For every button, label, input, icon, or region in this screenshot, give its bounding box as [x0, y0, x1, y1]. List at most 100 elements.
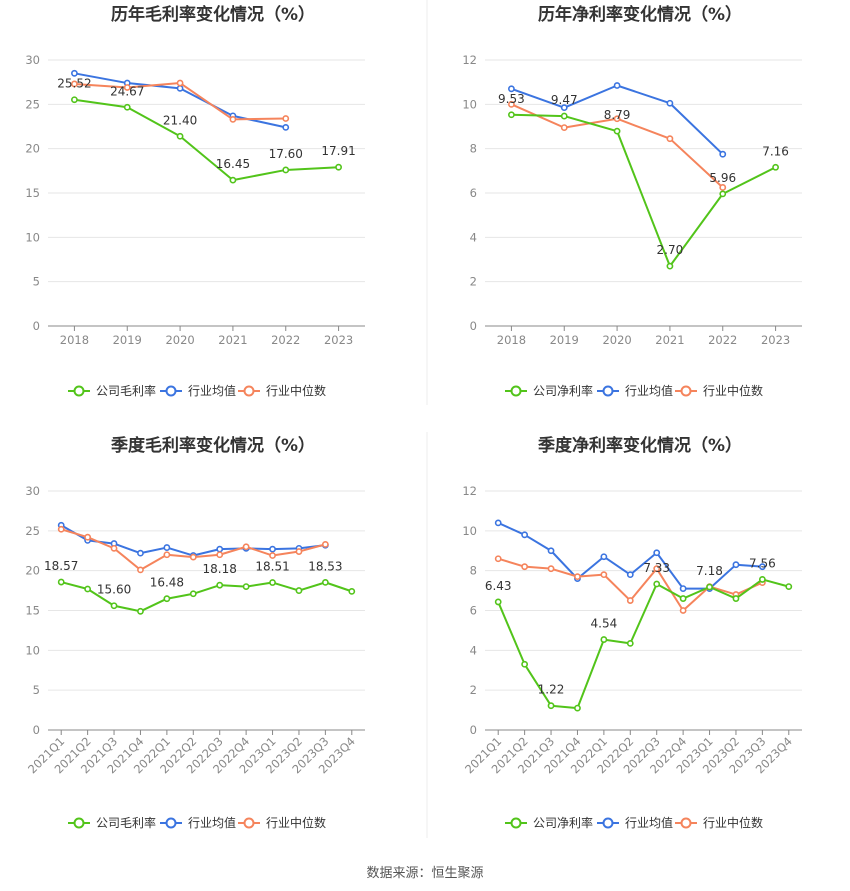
x-tick-label: 2023 [761, 333, 790, 347]
legend-item-0: 公司毛利率 [68, 815, 156, 830]
legend-label: 公司毛利率 [96, 815, 156, 830]
data-point [626, 597, 634, 604]
chart-title: 季度净利率变化情况（%） [538, 435, 742, 456]
legend-label: 行业均值 [625, 815, 673, 830]
y-tick-label: 0 [470, 723, 477, 737]
legend-marker [165, 385, 177, 397]
y-tick-label: 10 [462, 97, 477, 111]
data-point [613, 127, 621, 135]
data-point [560, 104, 568, 112]
x-tick-label: 2019 [550, 333, 579, 347]
x-tick-label: 2021 [655, 333, 684, 347]
data-label: 18.51 [255, 560, 289, 574]
legend-marker [510, 817, 522, 829]
y-tick-label: 10 [462, 524, 477, 538]
data-point [521, 563, 529, 571]
data-point [732, 561, 740, 569]
y-tick-label: 2 [470, 275, 477, 289]
data-point [679, 607, 687, 614]
data-point [84, 585, 92, 593]
y-tick-label: 25 [25, 524, 40, 538]
data-point [719, 190, 727, 198]
x-tick-label: 2020 [602, 333, 631, 347]
data-label: 8.79 [604, 108, 631, 122]
data-point [679, 595, 687, 602]
y-tick-label: 8 [470, 564, 477, 578]
legend-marker [73, 385, 85, 397]
data-label: 7.16 [762, 144, 789, 158]
data-point [560, 112, 568, 120]
data-point [137, 549, 144, 557]
data-point [269, 545, 276, 553]
data-point [613, 115, 621, 123]
data-point [732, 595, 740, 602]
legend-label: 行业中位数 [703, 815, 763, 830]
data-point [494, 598, 502, 606]
data-point [348, 587, 356, 595]
data-label: 25.52 [57, 77, 91, 91]
data-label: 9.47 [551, 93, 578, 107]
legend-marker [680, 817, 692, 829]
legend-item-1: 行业均值 [597, 383, 673, 398]
data-point [163, 551, 171, 559]
data-point [653, 565, 661, 573]
legend-marker [243, 817, 255, 829]
series-line-0 [497, 578, 790, 710]
y-tick-label: 12 [462, 484, 477, 498]
legend-label: 行业中位数 [266, 815, 326, 830]
data-point [84, 533, 92, 541]
data-label: 21.40 [163, 113, 197, 127]
data-point [123, 103, 131, 111]
legend-label: 行业中位数 [703, 383, 763, 398]
legend-item-1: 行业均值 [160, 383, 236, 398]
data-point [335, 163, 342, 171]
chart-title: 季度毛利率变化情况（%） [111, 435, 315, 456]
data-label: 16.45 [216, 157, 250, 171]
y-tick-label: 5 [33, 683, 40, 697]
legend-label: 公司毛利率 [96, 383, 156, 398]
series-line-0 [60, 581, 353, 613]
data-point [547, 702, 555, 710]
data-label: 7.18 [696, 564, 723, 578]
legend-marker [602, 817, 614, 829]
y-tick-label: 2 [470, 683, 477, 697]
data-point [269, 552, 276, 559]
legend-label: 行业中位数 [266, 383, 326, 398]
legend-label: 公司净利率 [533, 383, 593, 398]
data-point [216, 581, 224, 589]
chart-title: 历年净利率变化情况（%） [538, 4, 742, 25]
series-line-1 [497, 521, 763, 590]
data-point [494, 555, 502, 563]
series-line-0 [74, 98, 339, 182]
data-point [547, 565, 555, 573]
x-tick-label: 2019 [113, 333, 142, 347]
data-point [521, 660, 529, 668]
data-point [282, 115, 290, 122]
data-point [176, 84, 184, 92]
data-point [785, 583, 793, 590]
x-tick-label: 2023 [324, 333, 353, 347]
legend-item-2: 行业中位数 [238, 815, 326, 830]
data-point [560, 124, 568, 132]
data-point [71, 69, 78, 77]
data-point [137, 566, 144, 574]
y-tick-label: 30 [25, 53, 40, 67]
data-point [163, 595, 171, 603]
data-point [295, 587, 303, 594]
legend-item-2: 行业中位数 [675, 383, 763, 398]
data-label: 17.91 [321, 144, 355, 158]
data-label: 9.53 [498, 92, 525, 106]
y-tick-label: 4 [470, 643, 477, 657]
data-point [242, 583, 250, 590]
data-point [574, 573, 581, 581]
y-tick-label: 6 [470, 604, 477, 618]
chart-panel-1: 历年毛利率变化情况（%） 0 5 10 15 20 25 30 2018 2019 2020 2021… [25, 4, 365, 398]
y-tick-label: 0 [33, 723, 40, 737]
y-tick-label: 15 [25, 604, 40, 618]
legend-marker [680, 385, 692, 397]
data-point [521, 531, 529, 539]
y-tick-label: 15 [25, 186, 40, 200]
legend-item-0: 公司毛利率 [68, 383, 156, 398]
data-point [282, 123, 290, 131]
data-point [295, 548, 303, 555]
